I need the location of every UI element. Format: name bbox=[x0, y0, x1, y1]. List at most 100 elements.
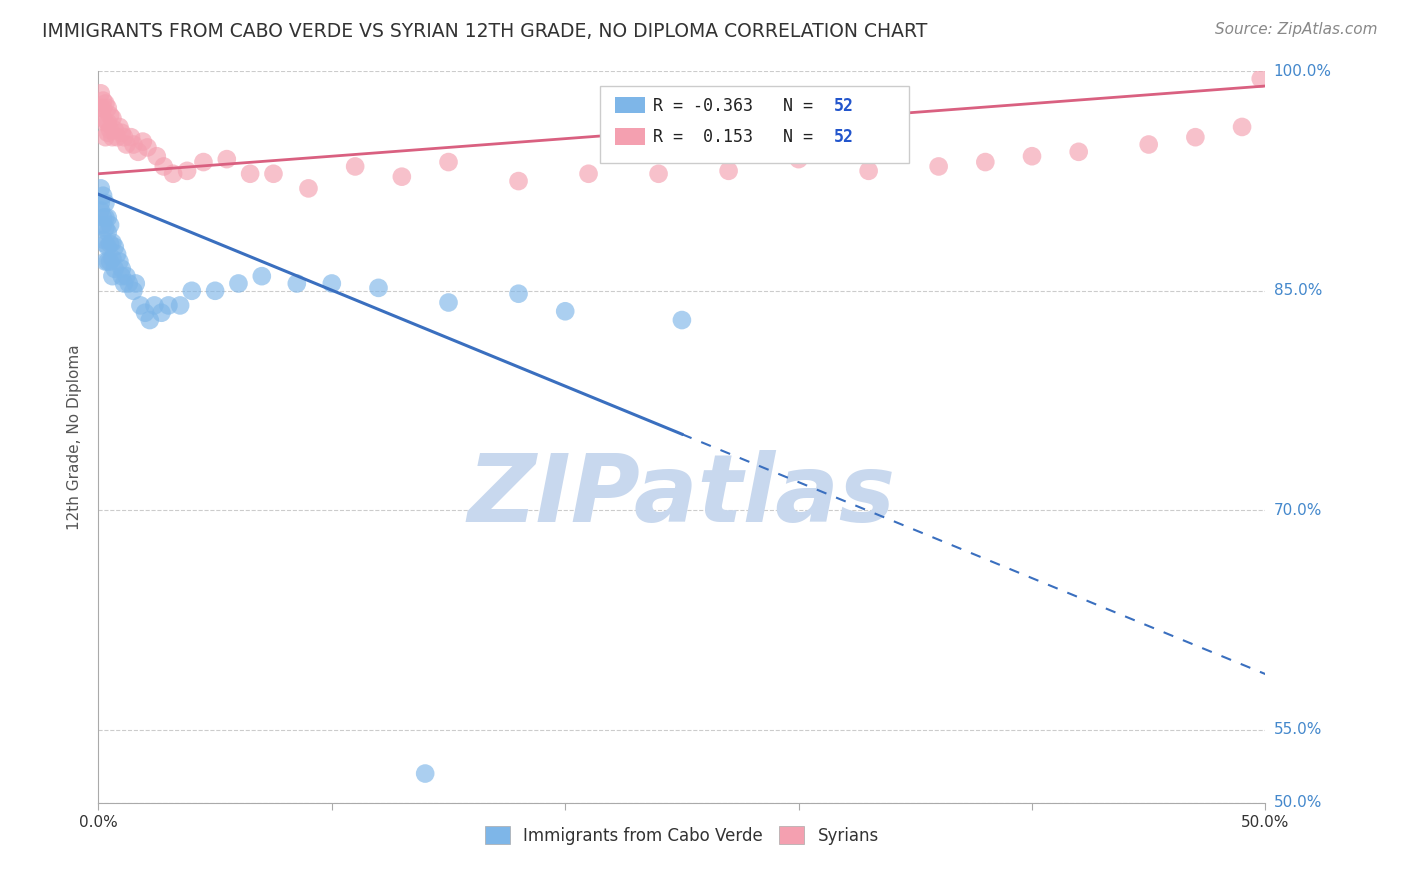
Point bbox=[97, 101, 120, 115]
Point bbox=[129, 298, 152, 312]
Point bbox=[787, 152, 810, 166]
Point bbox=[90, 181, 112, 195]
Text: 85.0%: 85.0% bbox=[1274, 284, 1322, 298]
Point bbox=[1021, 149, 1043, 163]
Point bbox=[90, 196, 112, 211]
Point bbox=[974, 155, 997, 169]
Point bbox=[112, 130, 135, 145]
Point bbox=[94, 196, 117, 211]
Point bbox=[94, 220, 117, 235]
Point bbox=[176, 164, 198, 178]
Text: IMMIGRANTS FROM CABO VERDE VS SYRIAN 12TH GRADE, NO DIPLOMA CORRELATION CHART: IMMIGRANTS FROM CABO VERDE VS SYRIAN 12T… bbox=[42, 22, 928, 41]
Point bbox=[97, 225, 120, 239]
Point bbox=[104, 240, 127, 254]
Point bbox=[97, 254, 120, 268]
Point bbox=[136, 140, 159, 154]
Point bbox=[94, 130, 117, 145]
Point bbox=[228, 277, 250, 291]
Point bbox=[671, 313, 693, 327]
Point bbox=[118, 277, 141, 291]
Point bbox=[122, 284, 145, 298]
Point bbox=[250, 269, 273, 284]
Point bbox=[215, 152, 238, 166]
Point bbox=[139, 313, 162, 327]
Point bbox=[105, 130, 128, 145]
Point bbox=[111, 126, 134, 140]
Y-axis label: 12th Grade, No Diploma: 12th Grade, No Diploma bbox=[67, 344, 83, 530]
Point bbox=[344, 160, 367, 174]
Point bbox=[297, 181, 319, 195]
Point bbox=[578, 167, 600, 181]
Point bbox=[285, 277, 308, 291]
Point bbox=[101, 269, 124, 284]
Point bbox=[90, 87, 112, 101]
Point bbox=[152, 160, 174, 174]
Point bbox=[111, 261, 134, 276]
Point bbox=[101, 235, 124, 250]
Point bbox=[508, 174, 530, 188]
Point bbox=[97, 115, 120, 129]
Point bbox=[108, 120, 131, 134]
Point bbox=[1230, 120, 1253, 134]
Point bbox=[98, 237, 121, 252]
Text: 55.0%: 55.0% bbox=[1274, 723, 1322, 737]
Point bbox=[413, 766, 436, 780]
Text: 100.0%: 100.0% bbox=[1274, 64, 1331, 78]
Point bbox=[193, 155, 215, 169]
Point bbox=[98, 254, 121, 268]
Point bbox=[1250, 71, 1272, 86]
FancyBboxPatch shape bbox=[600, 86, 910, 163]
Point bbox=[91, 111, 114, 125]
Point bbox=[180, 284, 202, 298]
Point bbox=[928, 160, 950, 174]
Point bbox=[94, 254, 117, 268]
Text: Source: ZipAtlas.com: Source: ZipAtlas.com bbox=[1215, 22, 1378, 37]
Point bbox=[1137, 137, 1160, 152]
Point bbox=[101, 252, 124, 266]
Point bbox=[127, 145, 149, 159]
Point bbox=[554, 304, 576, 318]
Point bbox=[91, 101, 114, 115]
Point bbox=[104, 123, 127, 137]
Point bbox=[90, 203, 112, 218]
Point bbox=[437, 155, 460, 169]
Text: 70.0%: 70.0% bbox=[1274, 503, 1322, 517]
Point bbox=[91, 211, 114, 225]
Point bbox=[101, 130, 124, 145]
Point bbox=[91, 188, 114, 202]
Point bbox=[508, 286, 530, 301]
Point bbox=[97, 126, 120, 140]
Point bbox=[115, 137, 138, 152]
Text: R = -0.363   N =: R = -0.363 N = bbox=[652, 96, 823, 115]
Point bbox=[91, 94, 114, 108]
Point bbox=[94, 96, 117, 111]
Point bbox=[94, 115, 117, 129]
Point bbox=[98, 123, 121, 137]
Point bbox=[98, 108, 121, 122]
Point bbox=[162, 167, 184, 181]
Point bbox=[143, 298, 166, 312]
Legend: Immigrants from Cabo Verde, Syrians: Immigrants from Cabo Verde, Syrians bbox=[477, 818, 887, 853]
Point bbox=[437, 295, 460, 310]
Point bbox=[111, 269, 134, 284]
Point bbox=[94, 237, 117, 252]
Point bbox=[125, 277, 148, 291]
Point bbox=[105, 247, 128, 261]
Point bbox=[169, 298, 191, 312]
Point bbox=[157, 298, 180, 312]
Point bbox=[717, 164, 740, 178]
Point bbox=[367, 281, 389, 295]
Point bbox=[122, 137, 145, 152]
FancyBboxPatch shape bbox=[616, 128, 644, 145]
Text: 52: 52 bbox=[834, 96, 853, 115]
Point bbox=[858, 164, 880, 178]
Text: ZIPatlas: ZIPatlas bbox=[468, 450, 896, 541]
Point bbox=[98, 218, 121, 232]
Point bbox=[97, 211, 120, 225]
Point bbox=[132, 135, 155, 149]
Point bbox=[150, 306, 173, 320]
Point bbox=[134, 306, 156, 320]
Point bbox=[1067, 145, 1090, 159]
Text: 50.0%: 50.0% bbox=[1274, 796, 1322, 810]
Point bbox=[94, 211, 117, 225]
